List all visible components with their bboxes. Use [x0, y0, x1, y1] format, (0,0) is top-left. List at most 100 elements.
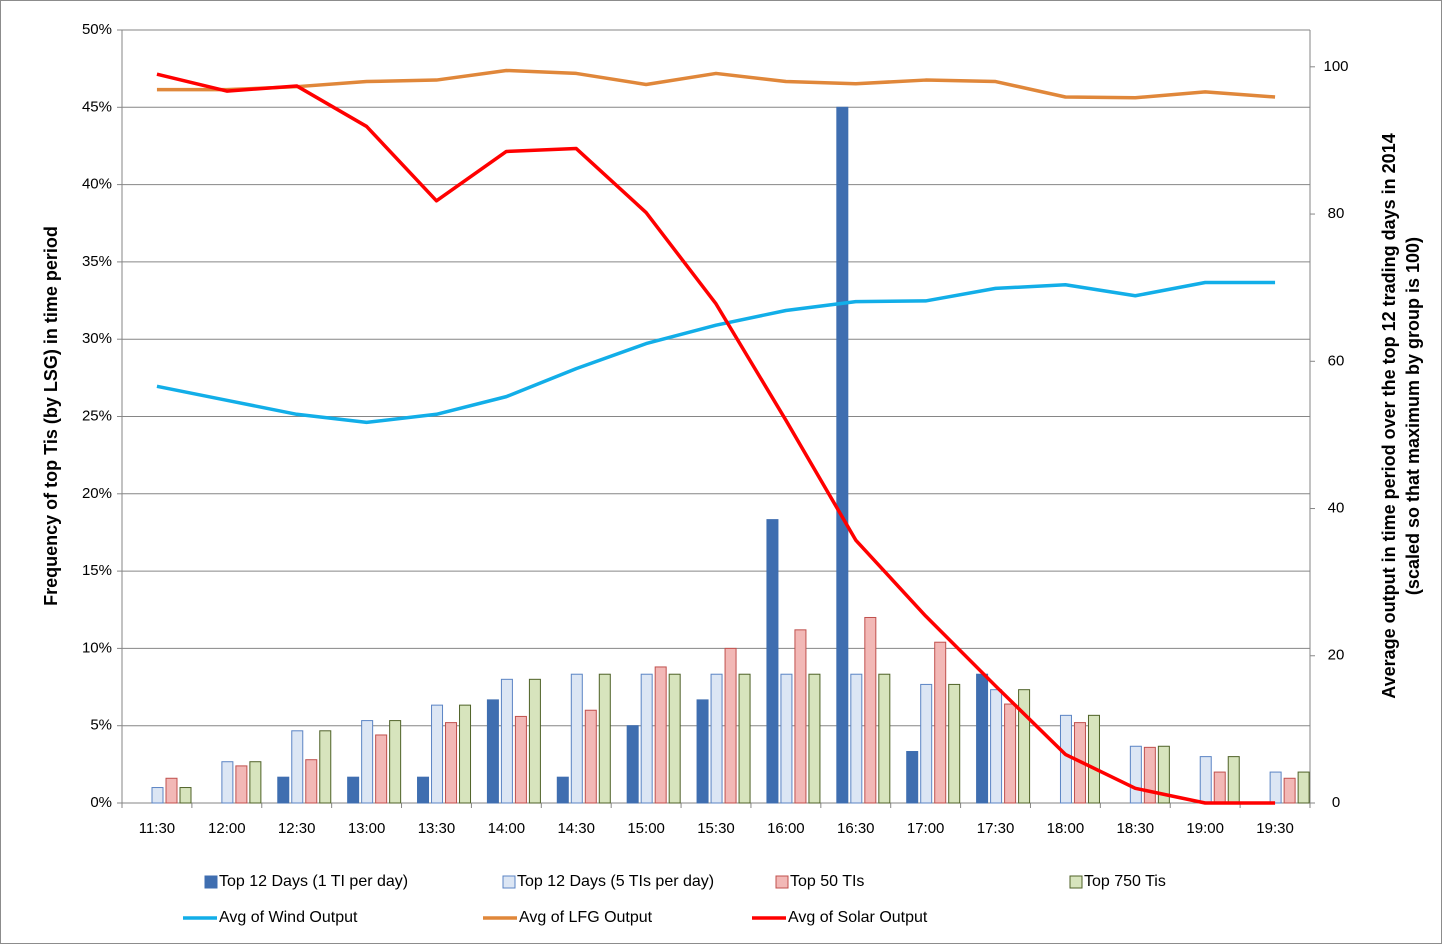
bar [347, 776, 360, 804]
legend-swatch [1069, 875, 1083, 889]
y2-tick-label: 0 [1332, 794, 1340, 811]
bar [1129, 745, 1142, 804]
legend-label: Avg of Wind Output [219, 909, 358, 926]
bar [1213, 771, 1226, 804]
y-tick-label: 10% [82, 639, 112, 656]
bar [584, 709, 597, 804]
bar [808, 673, 821, 804]
y2-tick-label: 60 [1328, 352, 1345, 369]
bar [361, 720, 374, 804]
bar [696, 699, 709, 804]
bar [710, 673, 723, 804]
bar [249, 761, 262, 804]
bar [598, 673, 611, 804]
legend-label: Top 12 Days (1 TI per day) [219, 873, 408, 890]
bar [850, 673, 863, 804]
bar [319, 730, 332, 804]
bar [431, 704, 444, 804]
bar [668, 673, 681, 804]
x-tick-label: 13:00 [348, 820, 386, 837]
x-tick-label: 15:00 [627, 820, 665, 837]
bar [375, 734, 388, 804]
x-tick-label: 14:00 [488, 820, 526, 837]
x-tick-label: 17:00 [907, 820, 945, 837]
x-tick-label: 14:30 [557, 820, 595, 837]
bar [221, 761, 234, 804]
x-tick-label: 19:30 [1256, 820, 1294, 837]
bar [500, 678, 513, 804]
bar [738, 673, 751, 804]
bar [1157, 745, 1170, 804]
y2-tick-label: 100 [1323, 58, 1348, 75]
legend-label: Avg of LFG Output [519, 909, 653, 926]
x-tick-label: 18:00 [1047, 820, 1085, 837]
bar [1018, 689, 1031, 804]
bar [1199, 756, 1212, 804]
legend-swatch [204, 875, 218, 889]
bar [1227, 756, 1240, 804]
bar [1283, 777, 1296, 804]
bar [417, 776, 430, 804]
legend-label: Avg of Solar Output [788, 909, 928, 926]
y-tick-label: 35% [82, 253, 112, 270]
y-tick-label: 20% [82, 485, 112, 502]
legend-label: Top 750 Tis [1084, 873, 1166, 890]
bar [1297, 771, 1310, 804]
x-tick-label: 17:30 [977, 820, 1015, 837]
bar [794, 629, 807, 804]
x-tick-label: 16:30 [837, 820, 875, 837]
legend-swatch [502, 875, 516, 889]
bar [389, 720, 402, 804]
bar [179, 787, 192, 804]
bar [934, 641, 947, 804]
bar [235, 765, 248, 804]
bar [165, 777, 178, 804]
bar [277, 776, 290, 804]
x-tick-label: 19:00 [1186, 820, 1224, 837]
bar [878, 673, 891, 804]
y-tick-label: 25% [82, 407, 112, 424]
y2-tick-label: 20 [1328, 647, 1345, 664]
y2-axis-title: (scaled so that maximum by group is 100) [1403, 237, 1423, 595]
x-tick-label: 16:00 [767, 820, 805, 837]
bar [724, 647, 737, 804]
bar [514, 715, 527, 804]
x-tick-label: 18:30 [1117, 820, 1155, 837]
bar [528, 678, 541, 804]
y2-tick-label: 40 [1328, 499, 1345, 516]
y2-axis-title: Average output in time period over the t… [1379, 133, 1399, 698]
bar [151, 787, 164, 804]
y-tick-label: 40% [82, 176, 112, 193]
bar [990, 689, 1003, 804]
y-tick-label: 45% [82, 98, 112, 115]
bar [305, 759, 318, 804]
bar [1269, 771, 1282, 804]
bar [1059, 714, 1072, 804]
bar [1087, 714, 1100, 804]
y-tick-label: 50% [82, 21, 112, 38]
bar [459, 704, 472, 804]
y2-tick-label: 80 [1328, 205, 1345, 222]
x-tick-label: 13:30 [418, 820, 456, 837]
bar [976, 673, 989, 804]
legend-label: Top 50 TIs [790, 873, 864, 890]
bar [864, 616, 877, 804]
x-tick-label: 11:30 [139, 820, 175, 837]
line-series [156, 68, 1276, 100]
y-tick-label: 0% [90, 794, 112, 811]
legend-swatch [775, 875, 789, 889]
legend-label: Top 12 Days (5 TIs per day) [517, 873, 714, 890]
bar [556, 776, 569, 804]
bar [1004, 703, 1017, 804]
bar [906, 751, 919, 804]
bar [626, 725, 639, 804]
y-tick-label: 5% [90, 717, 112, 734]
y-tick-label: 15% [82, 562, 112, 579]
bar [836, 106, 849, 804]
bar [640, 673, 653, 804]
y-axis-title: Frequency of top Tis (by LSG) in time pe… [41, 226, 61, 606]
y-tick-label: 30% [82, 330, 112, 347]
x-tick-label: 15:30 [697, 820, 735, 837]
